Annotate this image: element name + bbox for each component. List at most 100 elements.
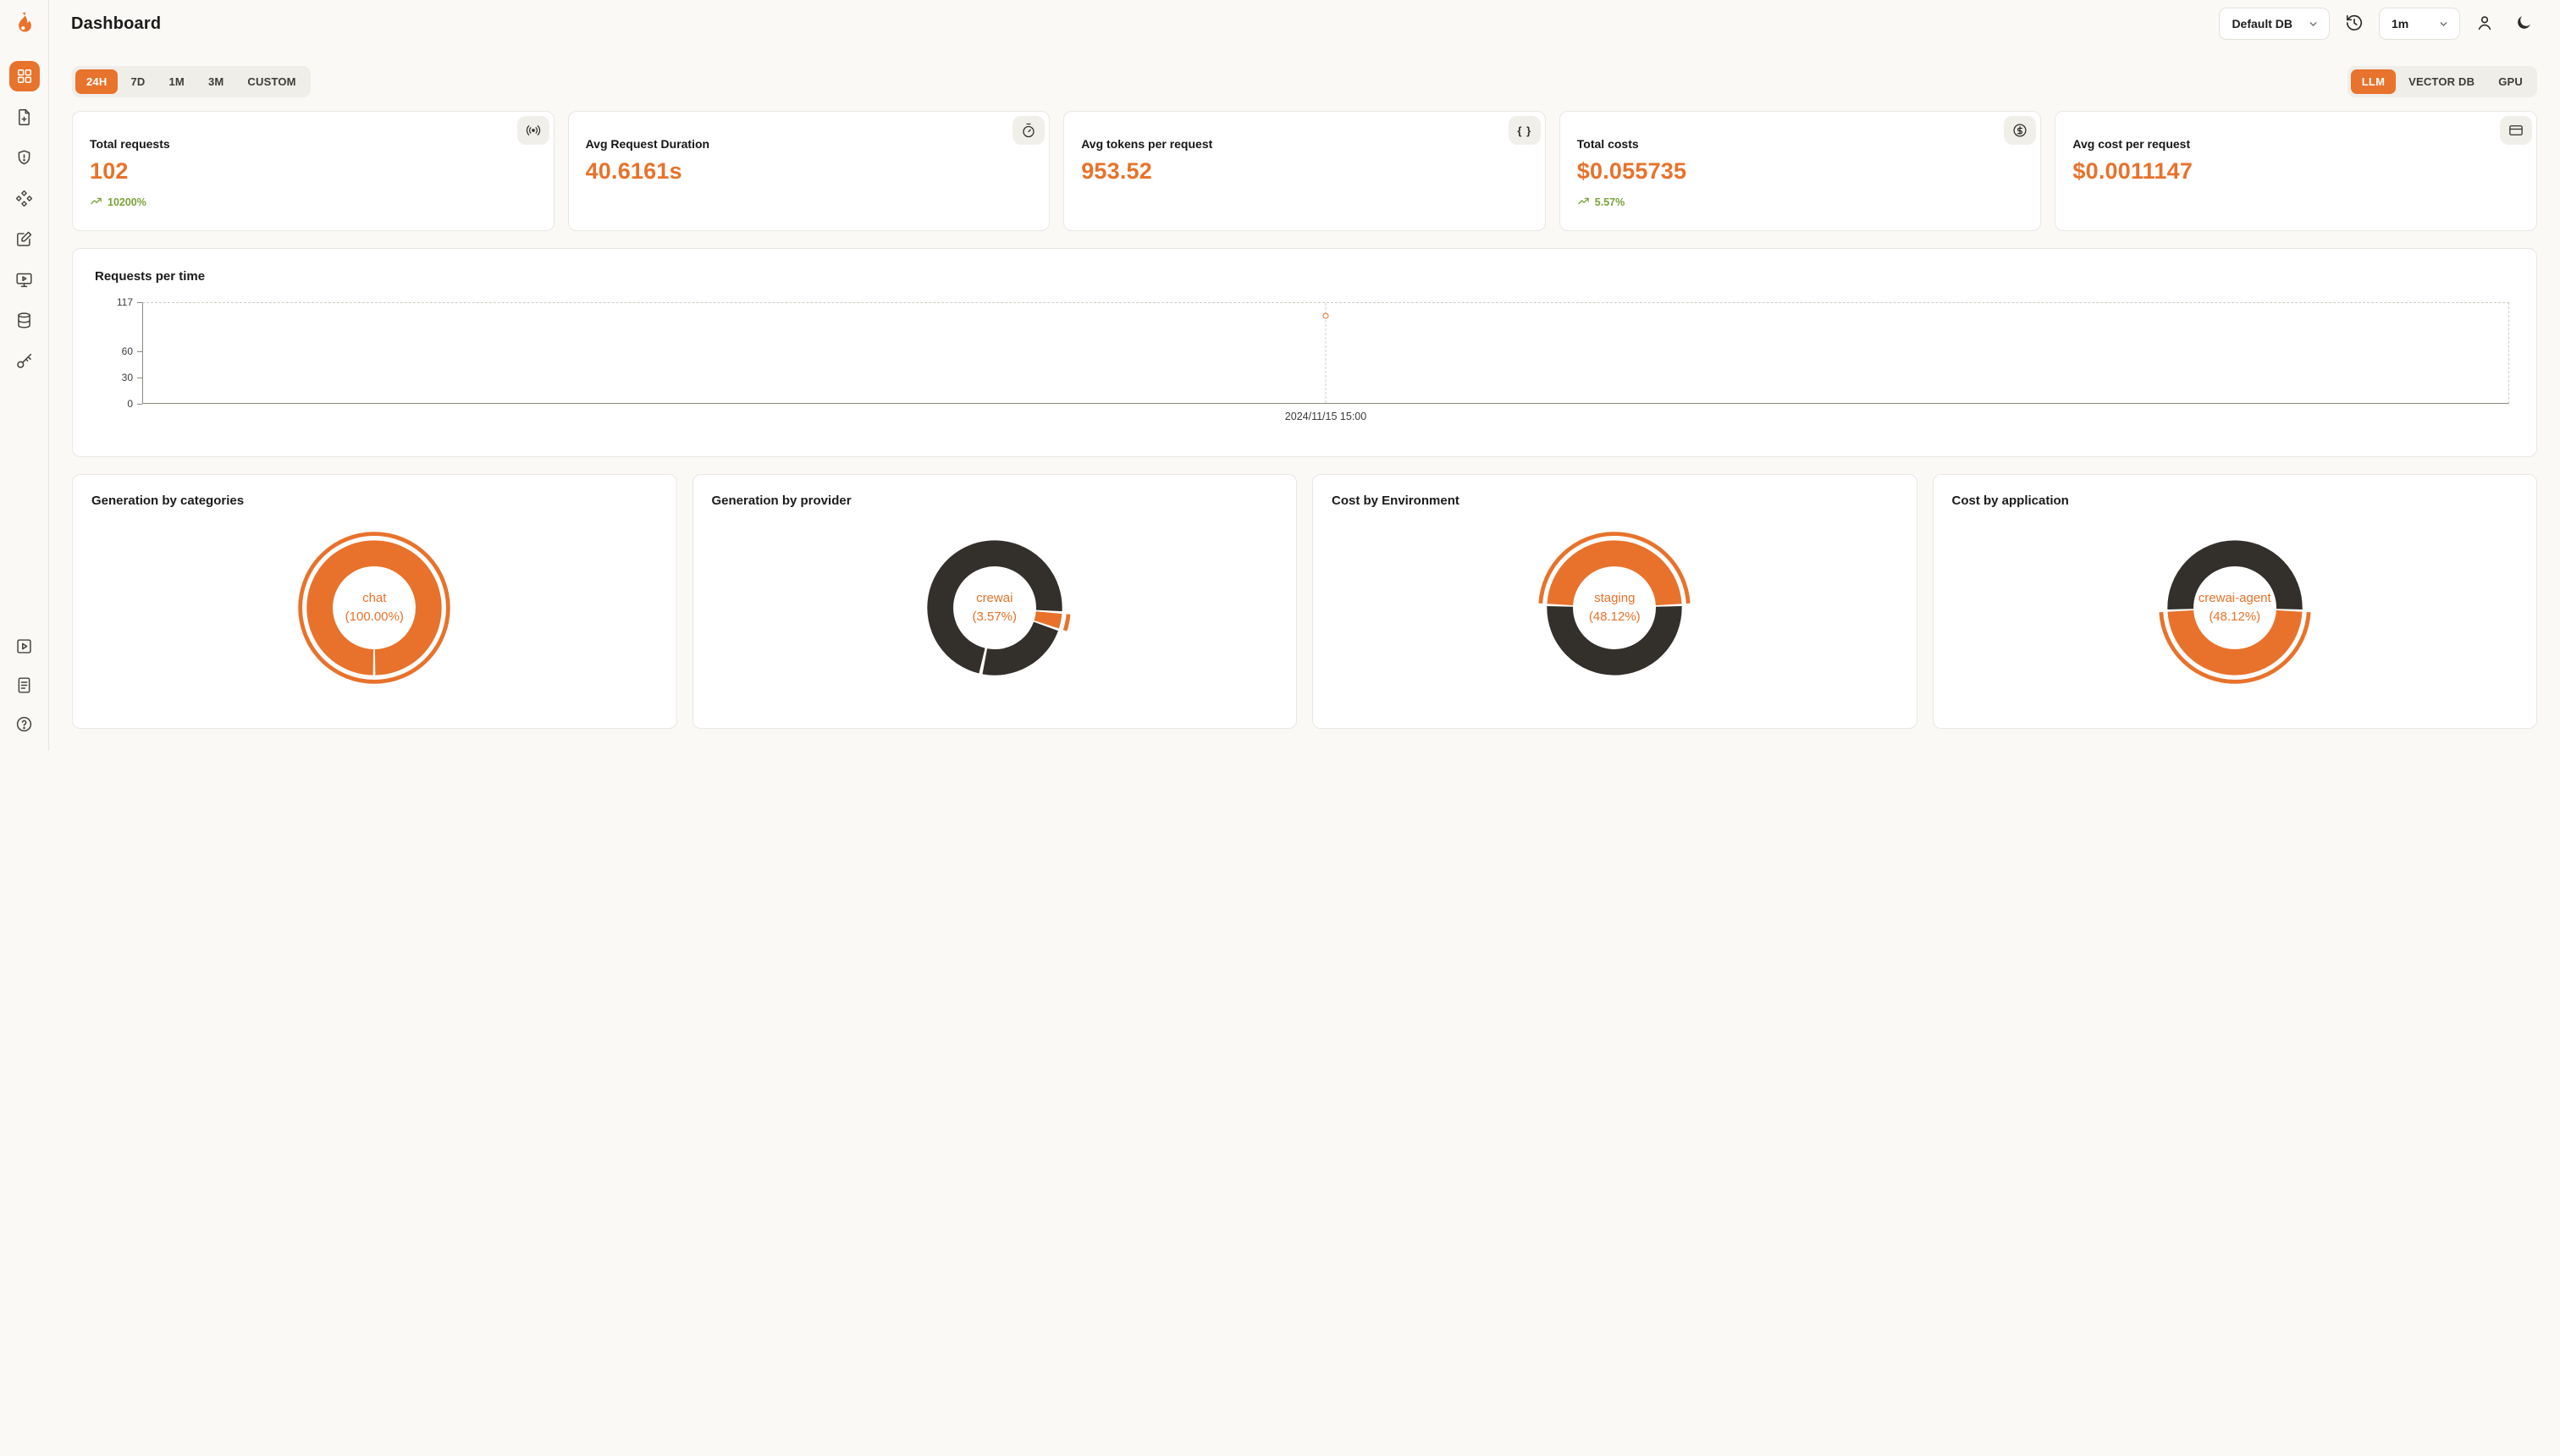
pie-chart-svg: [927, 540, 1071, 676]
stat-label: Avg Request Duration: [585, 137, 710, 151]
hover-guide-line: [1325, 303, 1327, 403]
donut-title: Generation by provider: [711, 494, 852, 508]
sidebar-item-databases[interactable]: [9, 305, 40, 335]
donut-title: Generation by categories: [91, 494, 245, 508]
dollar-icon: [2004, 116, 2037, 145]
user-icon: [2475, 14, 2494, 35]
tab-24h[interactable]: 24H: [75, 69, 119, 94]
stats-row: Total requests 102 10200% Avg Request Du…: [72, 111, 2537, 231]
data-point: [1322, 312, 1329, 319]
tab-llm[interactable]: LLM: [2350, 69, 2397, 94]
diamonds-route-icon: [15, 190, 33, 207]
sidebar-bottom: [9, 631, 40, 739]
sidebar-item-api-keys[interactable]: [9, 345, 40, 376]
trending-up-icon: [90, 195, 102, 210]
main: Dashboard Default DB 1m: [49, 0, 2560, 751]
line-chart: 117 60 30 0 2024/11/15 15:00: [117, 296, 2509, 422]
sidebar-item-playground[interactable]: [9, 264, 40, 295]
sidebar-item-dashboard[interactable]: [8, 61, 40, 91]
donut-chart: crewai (3.57%): [913, 527, 1076, 689]
stat-delta: 5.57%: [1577, 195, 2024, 210]
sidebar-item-requests[interactable]: [9, 102, 40, 132]
stat-value: $0.055735: [1576, 158, 1687, 184]
trending-up-icon: [1577, 195, 1590, 210]
sidebar-item-exceptions[interactable]: [9, 142, 40, 173]
content: 24H 7D 1M 3M CUSTOM LLM VECTOR DB GPU: [49, 47, 2560, 751]
tab-1m[interactable]: 1M: [157, 69, 195, 94]
time-range-tabs: 24H 7D 1M 3M CUSTOM: [72, 66, 311, 97]
y-axis-tick: 30: [122, 372, 142, 383]
key-icon: [15, 352, 33, 370]
donut-title: Cost by application: [1951, 494, 2069, 508]
stat-card-avg-cost: Avg cost per request $0.0011147: [2055, 111, 2537, 231]
stat-delta: 10200%: [90, 195, 537, 210]
sidebar-item-getting-started[interactable]: [9, 631, 40, 661]
stat-label: Avg cost per request: [2072, 137, 2191, 151]
tab-custom[interactable]: CUSTOM: [236, 69, 306, 94]
sidebar-item-help[interactable]: [9, 709, 40, 739]
pie-chart-svg: [298, 532, 451, 684]
stat-card-total-requests: Total requests 102 10200%: [72, 111, 554, 231]
stat-value: 40.6161s: [585, 158, 682, 184]
sidebar: [0, 0, 49, 751]
braces-icon: { }: [1508, 116, 1541, 145]
stopwatch-icon: [1012, 116, 1046, 145]
tab-vector-db[interactable]: VECTOR DB: [2397, 69, 2486, 94]
help-circle-icon: [15, 715, 33, 733]
profile-button[interactable]: [2470, 9, 2499, 38]
pie-chart-svg: [1538, 532, 1691, 676]
interval-select-value: 1m: [2392, 17, 2409, 30]
interval-select[interactable]: 1m: [2379, 8, 2460, 40]
topbar: Dashboard Default DB 1m: [49, 0, 2560, 47]
chart-title: Requests per time: [95, 269, 206, 284]
stat-card-avg-tokens: { } Avg tokens per request 953.52: [1063, 111, 1546, 231]
moon-icon: [2515, 14, 2533, 34]
tab-3m[interactable]: 3M: [197, 69, 234, 94]
requests-per-time-card: Requests per time 117 60 30 0 2024/11/15 15…: [72, 248, 2537, 457]
donut-chart: staging (48.12%): [1533, 527, 1696, 689]
credit-card-icon: [2499, 116, 2532, 145]
shield-alert-icon: [15, 149, 33, 167]
stat-delta-value: 10200%: [108, 196, 146, 208]
x-axis-label: 2024/11/15 15:00: [1284, 411, 1367, 422]
tab-gpu[interactable]: GPU: [2487, 69, 2534, 94]
stat-value: 102: [90, 158, 129, 184]
monitor-play-icon: [15, 271, 33, 289]
document-icon: [15, 676, 33, 694]
dashboard-grid-icon: [16, 68, 33, 85]
y-axis-tick: 60: [122, 345, 142, 357]
donut-card-application: Cost by application crewai-agent (48.12%…: [1932, 474, 2537, 729]
stat-value: 953.52: [1081, 158, 1152, 184]
file-request-icon: [15, 108, 33, 126]
app: Dashboard Default DB 1m: [0, 0, 2560, 751]
source-tabs: LLM VECTOR DB GPU: [2347, 66, 2537, 97]
database-select[interactable]: Default DB: [2219, 8, 2330, 40]
pie-chart-svg: [2159, 540, 2311, 684]
stat-value: $0.0011147: [2072, 158, 2193, 184]
tab-7d[interactable]: 7D: [119, 69, 156, 94]
sidebar-item-traces[interactable]: [9, 183, 40, 213]
donut-row: Generation by categories chat (100.00%) …: [72, 474, 2537, 729]
donut-card-categories: Generation by categories chat (100.00%): [72, 474, 677, 729]
square-pen-icon: [15, 230, 33, 248]
line-chart-plot: [142, 302, 2509, 404]
donut-card-provider: Generation by provider crewai (3.57%): [692, 474, 1297, 729]
radio-icon: [516, 116, 549, 145]
y-axis-tick: 0: [127, 398, 142, 410]
refresh-history-button[interactable]: [2340, 9, 2369, 38]
stat-label: Total costs: [1576, 137, 1639, 151]
sidebar-nav: [8, 61, 40, 376]
sidebar-item-prompts[interactable]: [9, 223, 40, 254]
chevron-down-icon: [2308, 19, 2319, 30]
dark-mode-toggle[interactable]: [2509, 9, 2538, 38]
history-icon: [2345, 14, 2364, 35]
topbar-controls: Default DB 1m: [2219, 8, 2538, 40]
database-select-value: Default DB: [2232, 17, 2292, 30]
donut-card-environment: Cost by Environment staging (48.12%): [1312, 474, 1917, 729]
database-icon: [15, 312, 33, 329]
sidebar-item-documentation[interactable]: [9, 670, 40, 700]
stat-label: Avg tokens per request: [1081, 137, 1213, 151]
app-logo-flame-icon: [10, 8, 39, 37]
donut-title: Cost by Environment: [1332, 494, 1459, 508]
square-play-icon: [15, 637, 33, 655]
